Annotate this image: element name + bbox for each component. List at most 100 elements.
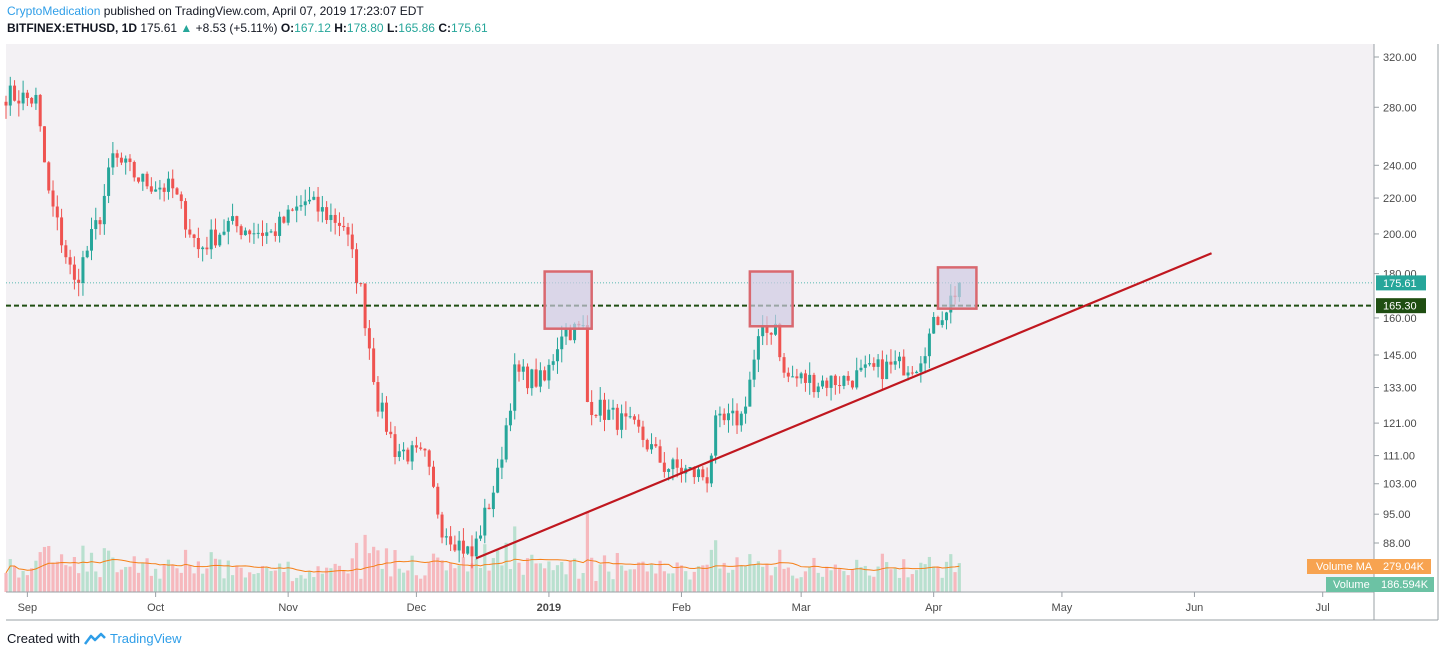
candle — [380, 392, 384, 419]
candle — [17, 90, 21, 117]
candle-body — [124, 158, 128, 163]
volume-bar — [679, 565, 684, 592]
volume-bar — [825, 566, 829, 592]
candle — [436, 483, 440, 519]
volume-bar — [42, 546, 47, 592]
candle — [243, 227, 247, 236]
tradingview-brand[interactable]: TradingView — [109, 631, 182, 646]
volume-bar — [376, 550, 380, 592]
volume-bar — [688, 579, 692, 592]
time-tick-label: Feb — [672, 602, 691, 614]
volume-bar — [431, 553, 436, 592]
candle — [107, 158, 111, 204]
volume-bar — [72, 556, 76, 592]
candle — [166, 171, 170, 200]
volume-bar — [145, 558, 149, 592]
candle — [474, 531, 478, 560]
candle — [453, 535, 457, 553]
time-tick-label: Mar — [792, 602, 811, 614]
candle — [855, 357, 859, 390]
candle-body — [821, 380, 825, 387]
volume-bar — [885, 562, 889, 592]
volume-bar — [696, 566, 701, 592]
volume-bar — [590, 557, 594, 592]
candle-body — [68, 257, 72, 265]
volume-bar — [188, 565, 192, 592]
volume-bar — [419, 578, 423, 592]
time-axis[interactable]: Sep Oct Nov Dec 2019 Feb Mar Apr May Jun Jul — [18, 592, 1330, 614]
candle — [34, 87, 38, 110]
candle — [248, 229, 252, 243]
volume-bar — [914, 570, 919, 592]
volume-bar — [363, 534, 367, 592]
created-with-label: Created with — [7, 631, 80, 646]
volume-bar — [367, 553, 371, 592]
volume-bar — [538, 563, 542, 592]
volume-bar — [162, 565, 166, 592]
candle-body — [692, 466, 696, 478]
volume-bar — [551, 570, 555, 592]
candle-body — [320, 207, 324, 212]
candle-body — [107, 167, 111, 196]
candle — [726, 403, 730, 433]
volume-bar — [119, 569, 124, 592]
candle-body — [726, 413, 730, 421]
candle-body — [402, 449, 406, 452]
author-name[interactable]: CryptoMedication — [7, 4, 101, 18]
candle-body — [910, 372, 914, 374]
candle — [25, 89, 29, 107]
candle-body — [444, 536, 448, 538]
candle-body — [98, 220, 102, 225]
candle — [718, 406, 722, 428]
candle-body — [568, 328, 572, 341]
candle — [868, 354, 872, 367]
candle-body — [449, 536, 453, 545]
candle-body — [555, 349, 559, 362]
volume-bar — [453, 568, 457, 592]
candle — [534, 358, 538, 388]
volume-bar — [581, 573, 585, 592]
candle-body — [337, 222, 341, 226]
candle — [128, 154, 132, 172]
volume-bar — [820, 576, 825, 592]
volume-bar — [132, 556, 136, 592]
candle — [372, 337, 376, 385]
candle-body — [945, 312, 948, 321]
candle — [427, 449, 431, 476]
price-tick-label: 121.00 — [1383, 418, 1417, 430]
volume-bar — [337, 565, 342, 592]
candle-body — [367, 328, 371, 349]
volume-tag: Volume 186.594K — [1326, 577, 1434, 592]
volume-bar — [649, 563, 654, 592]
candle-body — [158, 187, 162, 190]
candle — [825, 377, 829, 397]
candle — [555, 337, 559, 374]
candle — [423, 448, 427, 457]
candle-body — [816, 386, 820, 393]
candle — [487, 503, 491, 510]
high-value: 178.80 — [346, 21, 384, 35]
candle-body — [25, 92, 29, 98]
volume-bar — [457, 565, 461, 592]
open-value: 167.12 — [294, 21, 331, 35]
price-tick-label: 280.00 — [1383, 102, 1417, 114]
volume-bar — [803, 571, 808, 592]
volume-ma-label: Volume MA — [1316, 561, 1373, 573]
candle — [299, 195, 303, 211]
candle-body — [812, 374, 816, 393]
volume-bar — [863, 565, 867, 592]
candle-body — [261, 232, 264, 236]
volume-bar — [773, 566, 778, 592]
volume-bar — [47, 545, 51, 592]
candle — [252, 222, 256, 244]
candle — [222, 219, 226, 236]
close-value: 175.61 — [450, 21, 488, 35]
candle-body — [470, 546, 474, 557]
candle-body — [508, 410, 512, 426]
candle-body — [496, 467, 500, 493]
candle-body — [479, 535, 483, 539]
volume-bar — [252, 574, 256, 592]
candle — [932, 312, 936, 334]
volume-bar — [534, 563, 538, 592]
